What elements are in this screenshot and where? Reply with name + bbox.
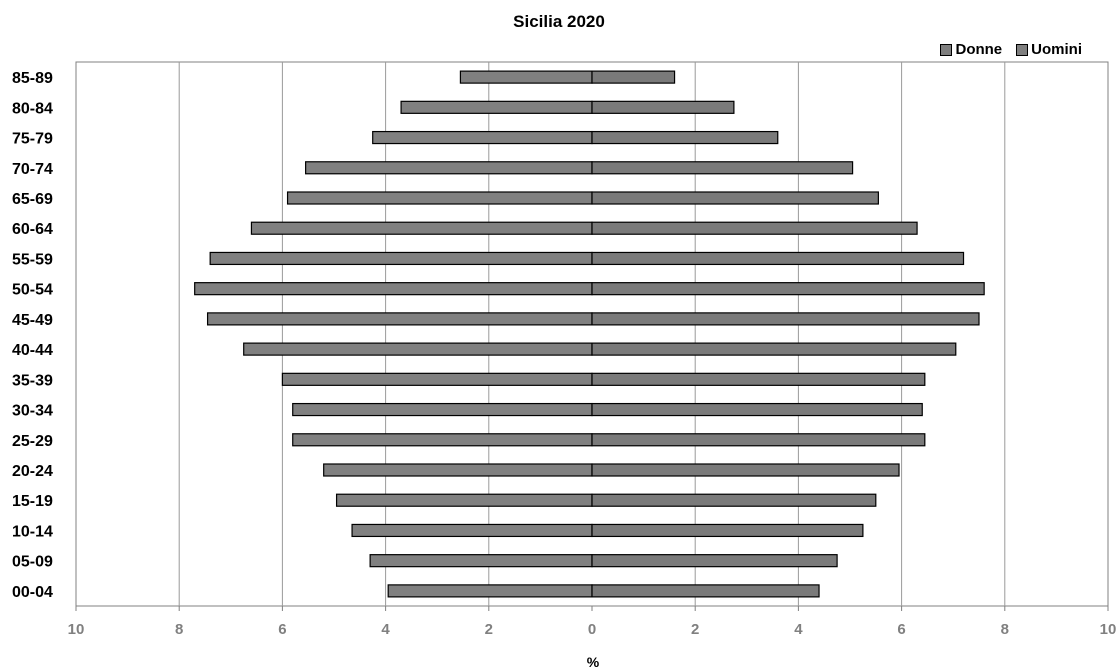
bar-donne (209, 251, 593, 266)
legend-item-donne: Donne (940, 41, 1002, 58)
bar-uomini (591, 493, 877, 507)
bar-uomini (591, 584, 820, 598)
x-tick-label: 6 (897, 621, 905, 638)
bar-uomini (591, 372, 926, 386)
x-tick-label: 10 (68, 621, 85, 638)
bar-donne (351, 523, 593, 538)
y-category-label: 30-34 (12, 403, 53, 420)
bar-uomini (591, 191, 879, 205)
bar-donne (372, 130, 593, 145)
bar-uomini (591, 433, 926, 447)
bar-donne (369, 554, 593, 568)
x-axis-label: % (586, 654, 600, 670)
y-category-label: 50-54 (12, 282, 53, 299)
y-category-label: 25-29 (12, 433, 53, 450)
bar-donne (400, 100, 593, 114)
y-category-label: 45-49 (12, 312, 53, 329)
y-category-label: 40-44 (12, 342, 53, 359)
y-category-label: 85-89 (12, 70, 53, 87)
bar-uomini (591, 342, 957, 356)
bar-uomini (591, 130, 779, 145)
bar-donne (292, 433, 593, 447)
bar-uomini (591, 463, 900, 477)
y-category-label: 65-69 (12, 191, 53, 208)
x-tick-label: 4 (794, 621, 803, 638)
bar-donne (459, 70, 593, 84)
y-category-label: 35-39 (12, 372, 53, 389)
x-tick-label: 8 (1001, 621, 1009, 638)
y-category-label: 75-79 (12, 131, 53, 148)
bar-donne (243, 342, 593, 356)
bar-donne (194, 282, 593, 296)
y-category-label: 00-04 (12, 584, 53, 601)
chart-title: Sicilia 2020 (513, 12, 605, 31)
bar-donne (387, 584, 593, 598)
bar-uomini (591, 554, 838, 568)
y-category-label: 60-64 (12, 221, 53, 238)
x-tick-label: 2 (691, 621, 699, 638)
bar-donne (206, 312, 593, 326)
bar-donne (305, 161, 593, 175)
legend-label-uomini: Uomini (1031, 41, 1082, 58)
y-category-label: 05-09 (12, 554, 53, 571)
x-tick-label: 8 (175, 621, 183, 638)
y-category-label: 80-84 (12, 100, 53, 117)
legend-swatch-donne (940, 43, 953, 56)
bar-uomini (591, 161, 854, 175)
bar-donne (292, 402, 593, 417)
bar-uomini (591, 251, 965, 266)
bar-uomini (591, 523, 864, 538)
bar-uomini (591, 312, 980, 326)
bar-donne (281, 372, 593, 386)
bar-uomini (591, 70, 676, 84)
legend-item-uomini: Uomini (1016, 41, 1082, 58)
x-tick-label: 4 (381, 621, 390, 638)
bar-uomini (591, 221, 918, 235)
bar-donne (323, 463, 593, 477)
x-tick-label: 10 (1100, 621, 1117, 638)
y-category-label: 70-74 (12, 161, 53, 178)
y-category-label: 55-59 (12, 251, 53, 268)
legend: Donne Uomini (940, 41, 1082, 58)
bar-donne (250, 221, 593, 235)
legend-label-donne: Donne (955, 41, 1003, 58)
bar-donne (286, 191, 593, 205)
x-tick-label: 6 (278, 621, 286, 638)
x-tick-label: 0 (588, 621, 596, 638)
bar-donne (335, 493, 593, 507)
bar-uomini (591, 282, 985, 296)
x-tick-label: 2 (485, 621, 493, 638)
y-category-label: 15-19 (12, 493, 53, 510)
bar-uomini (591, 100, 735, 114)
y-category-label: 20-24 (12, 463, 53, 480)
legend-swatch-uomini (1016, 43, 1029, 56)
bar-uomini (591, 402, 923, 417)
y-category-label: 10-14 (12, 523, 53, 540)
